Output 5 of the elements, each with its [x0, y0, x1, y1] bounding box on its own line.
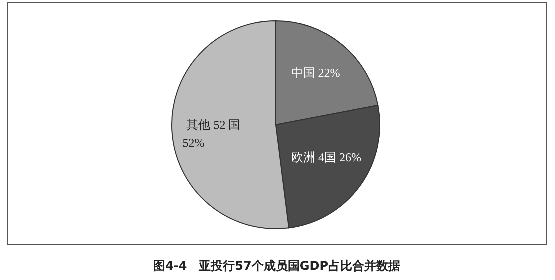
- slice-label: 欧洲 4国 26%: [291, 150, 362, 165]
- data-label: 52%: [182, 136, 205, 150]
- slice-label: 中国 22%: [291, 66, 340, 80]
- text: 图4-4 亚投行57个成员国GDP占比合并数据: [154, 259, 400, 273]
- slice-label: 其他 52 国: [186, 118, 241, 132]
